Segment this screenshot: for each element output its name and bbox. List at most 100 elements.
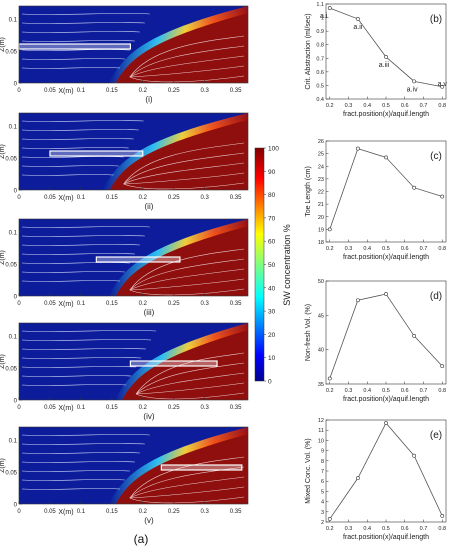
- y-tick-label: 4: [321, 500, 324, 506]
- streamline: [129, 248, 245, 291]
- streamline: [129, 476, 245, 499]
- x-tick-label: 0.5: [382, 526, 390, 532]
- y-tick-label: 0.6: [316, 70, 324, 76]
- streamline: [21, 31, 140, 33]
- data-point: [327, 376, 332, 381]
- x-tick-label: 0.4: [363, 526, 371, 532]
- x-axis-label: X(m): [58, 195, 73, 202]
- colorbar-tick-label: 30: [268, 309, 276, 316]
- streamline: [21, 271, 126, 273]
- y-tick-label: 12: [318, 418, 324, 424]
- x-tick-label: 0.3: [201, 301, 210, 307]
- data-point: [412, 185, 417, 190]
- x-tick-label: 0.6: [401, 388, 409, 394]
- mixing-zone: [108, 219, 249, 296]
- x-tick-label: 0.05: [44, 509, 56, 515]
- y-tick-label: 7: [321, 469, 324, 475]
- y-axis-label: Z(m): [0, 458, 6, 473]
- streamline: [123, 172, 245, 185]
- y-tick-label: 0.1: [9, 17, 18, 23]
- streamline: [123, 152, 245, 185]
- y-tick-label: 0.05: [5, 262, 17, 268]
- x-tick-label: 0.05: [44, 301, 56, 307]
- streamline: [21, 339, 152, 341]
- contour-panel: 0 0.05 0.1 0 0.05 0.1 0.15 0.2 0.25 0.3 0.35 Z(m) X(…: [0, 322, 249, 421]
- x-tick-label: 0.15: [106, 195, 118, 201]
- data-point: [327, 517, 332, 521]
- streamline: [136, 382, 245, 395]
- streamline: [21, 40, 135, 42]
- y-axis-label: Z(m): [0, 37, 6, 52]
- streamline: [21, 129, 139, 131]
- x-tick-label: 0.3: [345, 246, 353, 252]
- x-tick-label: 0: [17, 301, 21, 307]
- x-tick-label: 0.6: [401, 526, 409, 532]
- streamline: [129, 278, 245, 291]
- y-tick-label: 8: [321, 459, 324, 465]
- y-tick-label: 24: [318, 164, 324, 170]
- x-tick-label: 0.2: [139, 301, 148, 307]
- streamline: [21, 174, 114, 176]
- x-tick-label: 0.5: [382, 388, 390, 394]
- chart-panel-label: (b): [430, 14, 442, 25]
- y-axis-label: Z(m): [0, 250, 6, 265]
- mixing-zone: [108, 6, 249, 83]
- streamline: [135, 392, 245, 400]
- y-tick-label: 23: [318, 177, 324, 183]
- panel-frame: [18, 218, 249, 297]
- line-chart: 0.2 0.3 0.4 0.5 0.6 0.7 0.8 0.4 0.5 0.6 0.7 0.8 0.9 1…: [305, 2, 447, 118]
- y-tick-label: 0.8: [316, 43, 324, 49]
- colorbar-tick-label: 20: [268, 332, 276, 339]
- data-point: [384, 155, 388, 160]
- y-tick-label: 0.1: [9, 230, 18, 236]
- x-tick-label: 0.2: [139, 509, 148, 515]
- data-point: [412, 334, 417, 338]
- colorbar-tick-label: 0: [268, 379, 272, 386]
- x-tick-label: 0.3: [345, 388, 353, 394]
- data-point: [327, 227, 332, 232]
- x-tick-label: 0: [17, 88, 21, 94]
- x-tick-label: 0.15: [106, 405, 118, 411]
- colorbar-tick-label: 40: [268, 285, 276, 292]
- data-point: [327, 6, 332, 10]
- streamline: [123, 162, 245, 185]
- streamline: [129, 258, 245, 291]
- well-screen: [18, 43, 132, 50]
- streamline: [21, 330, 156, 332]
- streamline: [21, 384, 127, 386]
- well-screen: [129, 360, 218, 367]
- chart-panel-label: (c): [430, 151, 442, 162]
- streamline: [123, 142, 245, 185]
- data-point: [355, 298, 360, 303]
- streamline: [129, 288, 245, 296]
- streamline: [129, 496, 245, 504]
- data-point: [355, 146, 360, 151]
- x-tick-label: 0.35: [230, 509, 242, 515]
- x-tick-label: 0.4: [363, 388, 371, 394]
- y-tick-label: 45: [318, 313, 324, 319]
- streamline: [21, 22, 145, 24]
- plot-frame: [325, 419, 447, 523]
- x-tick-label: 0.2: [326, 388, 334, 394]
- x-tick-label: 0.2: [139, 405, 148, 411]
- streamline: [135, 372, 245, 395]
- streamline: [21, 357, 142, 359]
- y-tick-label: 0.05: [5, 156, 17, 162]
- streamline: [135, 362, 245, 395]
- streamline: [21, 235, 145, 237]
- y-tick-label: 26: [318, 139, 324, 145]
- contour-panel: 0 0.05 0.1 0 0.05 0.1 0.15 0.2 0.25 0.3 0.35 Z(m) X(…: [0, 5, 249, 104]
- data-point: [384, 421, 388, 425]
- colorbar-tick-label: 80: [268, 192, 276, 199]
- contour-panel: 0 0.05 0.1 0 0.05 0.1 0.15 0.2 0.25 0.3 0.35 Z(m) X(…: [0, 218, 249, 317]
- data-point: [440, 513, 445, 518]
- chart-panel-label: (e): [430, 430, 442, 441]
- data-point: [440, 194, 445, 199]
- streamline: [21, 348, 147, 350]
- y-tick-label: 0.1: [9, 124, 18, 130]
- y-tick-label: 21: [318, 202, 324, 208]
- y-tick-label: 1: [321, 16, 324, 22]
- x-tick-label: 0.1: [77, 195, 86, 201]
- line-chart: 0.2 0.3 0.4 0.5 0.6 0.7 0.8 35 40 45 50 (d) fract.po…: [305, 279, 447, 403]
